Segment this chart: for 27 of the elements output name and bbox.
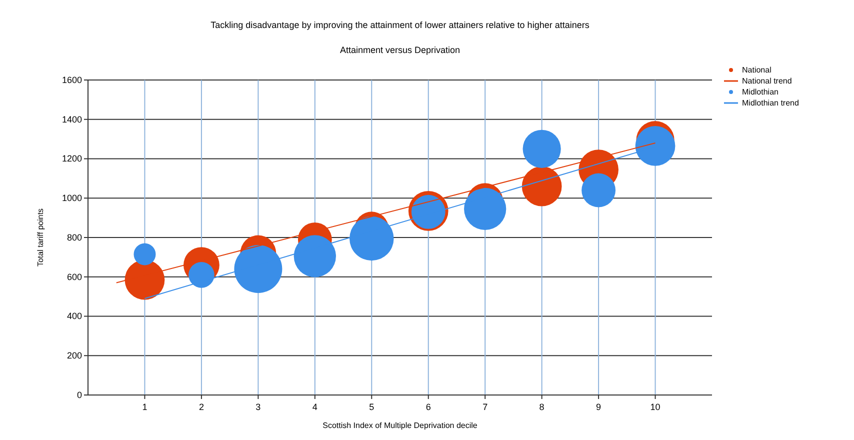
x-axis-title: Scottish Index of Multiple Deprivation decile	[322, 421, 478, 430]
x-tick-label: 10	[650, 402, 660, 412]
y-tick-label: 200	[66, 350, 82, 361]
y-tick-label: 600	[66, 272, 82, 282]
y-tick-label: 1200	[62, 154, 82, 164]
x-tick-label: 4	[312, 402, 318, 412]
chart-title: Tackling disadvantage by improving the attainment of lower attainers relative to higher attainers	[210, 20, 590, 30]
y-tick-label: 400	[66, 311, 82, 322]
x-tick-label: 1	[142, 402, 148, 412]
y-tick-label: 1000	[62, 193, 82, 204]
legend-label: National trend	[742, 76, 792, 86]
x-tick-label: 9	[596, 402, 602, 412]
chart-subtitle: Attainment versus Deprivation	[340, 45, 460, 55]
x-tick-label: 2	[198, 402, 204, 412]
x-tick-label: 7	[482, 402, 488, 412]
x-tick-label: 5	[369, 402, 374, 412]
y-tick-label: 800	[66, 232, 82, 242]
legend-label: National	[742, 66, 772, 75]
x-tick-label: 8	[539, 402, 544, 412]
y-tick-label: 1600	[62, 74, 82, 85]
legend-label: Midlothian	[742, 88, 778, 97]
y-axis-title: Total tariff points	[36, 208, 45, 267]
y-tick-label: 1400	[62, 114, 82, 124]
x-tick-label: 3	[256, 402, 261, 412]
x-tick-label: 6	[426, 402, 431, 412]
y-tick-label: 0	[76, 390, 82, 400]
legend-label: Midlothian trend	[742, 98, 799, 108]
